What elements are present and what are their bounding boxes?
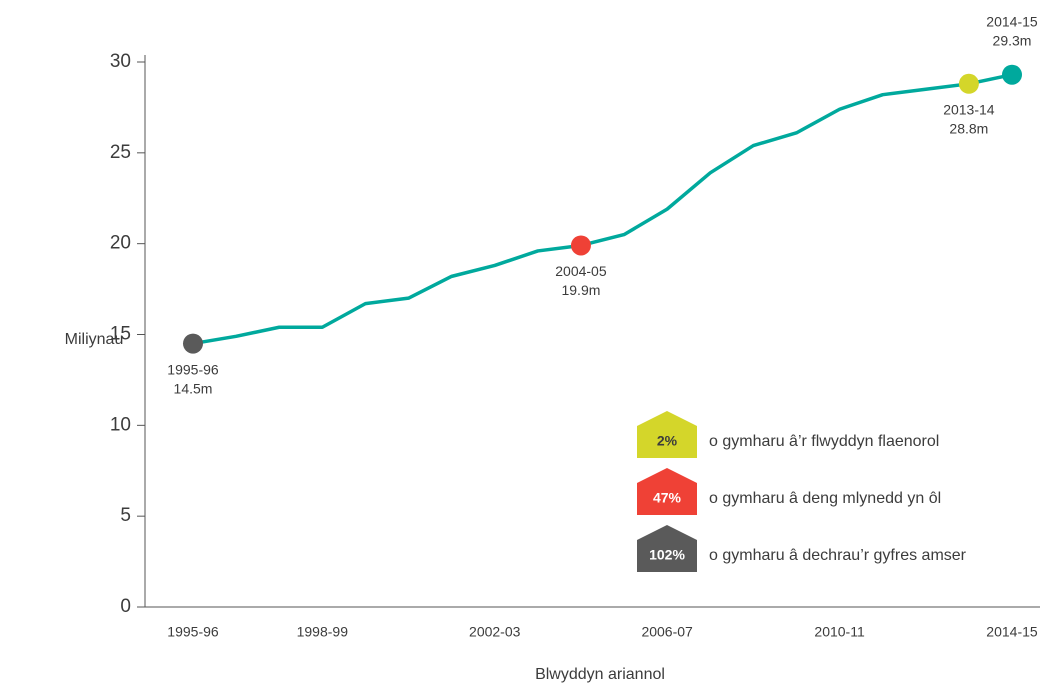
highlight-point	[570, 235, 591, 256]
point-value-label: 19.9m	[561, 282, 600, 298]
point-value-label: 29.3m	[993, 32, 1032, 48]
highlight-point	[183, 333, 203, 354]
x-tick-label: 1995-96	[167, 624, 219, 640]
point-label: 2013-14	[943, 102, 995, 118]
y-tick-label: 15	[110, 324, 131, 345]
point-value-label: 14.5m	[174, 380, 213, 396]
y-tick-label: 20	[110, 233, 131, 254]
x-axis-label: Blwyddyn ariannol	[535, 666, 665, 683]
callout-label: 102%	[649, 547, 685, 563]
highlight-point	[958, 73, 979, 94]
y-axis-label: Miliynau	[65, 331, 124, 348]
x-tick-label: 1998-99	[297, 624, 349, 640]
callout-arrow	[637, 468, 697, 515]
y-tick-label: 30	[110, 51, 131, 72]
callout-label: 2%	[657, 433, 678, 449]
x-tick-label: 2002-03	[469, 624, 521, 640]
point-label: 2004-05	[555, 263, 607, 279]
y-tick-label: 5	[120, 505, 131, 526]
callout-text: o gymharu â dechrau’r gyfres amser	[709, 547, 967, 564]
point-label: 1995-96	[167, 361, 219, 377]
y-tick-label: 0	[120, 596, 131, 617]
x-tick-label: 2014-15	[986, 624, 1038, 640]
y-tick-label: 25	[110, 142, 131, 163]
x-tick-label: 2006-07	[641, 624, 693, 640]
point-value-label: 28.8m	[949, 121, 988, 137]
callout-arrow	[637, 525, 697, 572]
highlight-point	[1002, 64, 1022, 85]
point-label: 2014-15	[986, 13, 1038, 29]
callout-arrow	[637, 411, 697, 458]
x-tick-label: 2010-11	[814, 624, 865, 640]
y-tick-label: 10	[110, 414, 131, 435]
line	[192, 73, 1013, 346]
callout-label: 47%	[653, 490, 682, 506]
callout-text: o gymharu â’r flwyddyn flaenorol	[709, 433, 939, 450]
callout-text: o gymharu â deng mlynedd yn ôl	[709, 490, 941, 507]
